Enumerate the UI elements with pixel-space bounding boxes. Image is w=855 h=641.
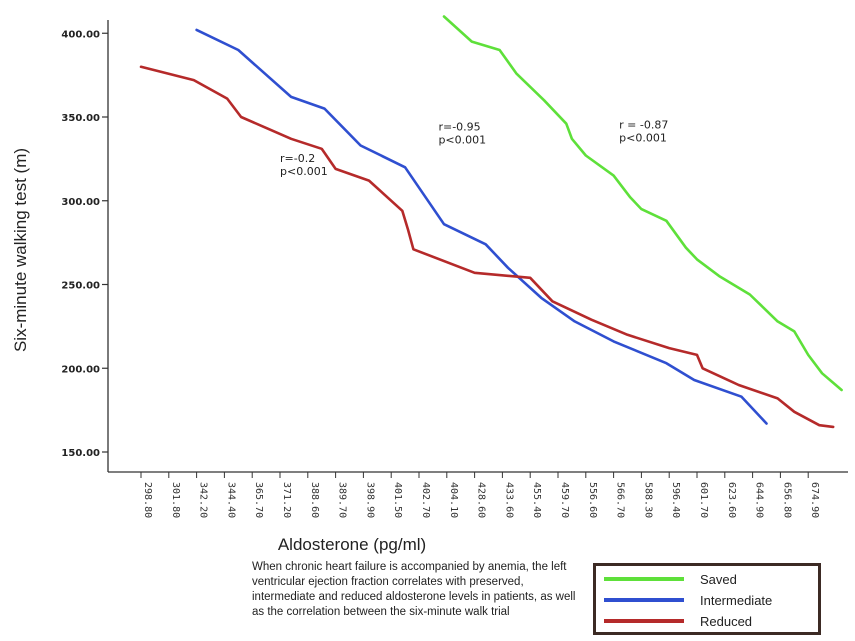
x-tick-label: 656.80 xyxy=(781,482,792,518)
series-line-intermediate xyxy=(195,28,768,425)
x-tick-label: 301.80 xyxy=(170,482,181,518)
legend-swatch-intermediate xyxy=(604,598,684,602)
x-tick-label: 455.40 xyxy=(531,482,542,518)
legend-label-intermediate: Intermediate xyxy=(700,592,773,608)
annotation-text: r=-0.2 xyxy=(280,152,315,165)
x-tick-label: 556.60 xyxy=(587,482,598,518)
series-lines xyxy=(139,15,843,429)
legend: Saved Intermediate Reduced xyxy=(593,563,821,635)
chart-caption: When chronic heart failure is accompanie… xyxy=(252,561,576,618)
x-tick-label: 371.20 xyxy=(281,482,292,518)
x-tick-label: 401.50 xyxy=(392,482,403,518)
y-tick-label: 250.00 xyxy=(61,281,100,292)
legend-label-reduced: Reduced xyxy=(700,613,753,629)
x-tick-label: 428.60 xyxy=(476,482,487,518)
y-tick-label: 150.00 xyxy=(61,448,100,459)
x-tick-label: 644.90 xyxy=(754,482,765,518)
legend-item-saved: Saved xyxy=(604,570,737,588)
x-tick-label: 388.60 xyxy=(309,482,320,518)
y-axis: 150.00 200.00 250.00 300.00 350.00 400.00 xyxy=(61,20,109,472)
y-tick-label: 350.00 xyxy=(61,113,100,124)
y-tick-label: 200.00 xyxy=(61,364,100,375)
x-tick-label: 404.10 xyxy=(448,482,459,518)
x-tick-label: 402.70 xyxy=(420,482,431,518)
x-tick-label: 623.60 xyxy=(726,482,737,518)
series-line-reduced xyxy=(139,65,835,429)
x-axis: 298.80 301.80 342.20 344.40 365.70 371.20 388.… xyxy=(108,471,848,518)
x-tick-label: 601.70 xyxy=(698,482,709,518)
x-tick-label: 459.70 xyxy=(559,482,570,518)
annotation-text: p<0.001 xyxy=(619,132,667,145)
x-tick-label: 433.60 xyxy=(503,482,514,518)
y-tick-label: 400.00 xyxy=(61,29,100,40)
y-axis-title: Six-minute walking test (m) xyxy=(11,148,30,352)
x-axis-title: Aldosterone (pg/ml) xyxy=(278,535,426,554)
line-chart: 150.00 200.00 250.00 300.00 350.00 400.00 298… xyxy=(11,15,848,554)
x-tick-label: 674.90 xyxy=(809,482,820,518)
x-tick-label: 344.40 xyxy=(225,482,236,518)
x-tick-label: 398.90 xyxy=(364,482,375,518)
legend-item-reduced: Reduced xyxy=(604,612,752,630)
x-tick-label: 389.70 xyxy=(337,482,348,518)
x-tick-label: 298.80 xyxy=(142,482,153,518)
annotation-text: p<0.001 xyxy=(280,165,328,178)
series-line-saved xyxy=(442,15,843,392)
legend-label-saved: Saved xyxy=(700,571,737,587)
annotation-text: r=-0.95 xyxy=(438,120,480,133)
x-tick-label: 596.40 xyxy=(670,482,681,518)
x-tick-label: 566.70 xyxy=(615,482,626,518)
x-tick-label: 588.30 xyxy=(642,482,653,518)
annotation-text: p<0.001 xyxy=(438,133,486,146)
x-tick-label: 365.70 xyxy=(253,482,264,518)
x-tick-label: 342.20 xyxy=(198,482,209,518)
annotation-text: r = -0.87 xyxy=(619,119,668,132)
legend-item-intermediate: Intermediate xyxy=(604,591,772,609)
legend-swatch-saved xyxy=(604,577,684,581)
legend-swatch-reduced xyxy=(604,619,684,623)
y-tick-label: 300.00 xyxy=(61,197,100,208)
